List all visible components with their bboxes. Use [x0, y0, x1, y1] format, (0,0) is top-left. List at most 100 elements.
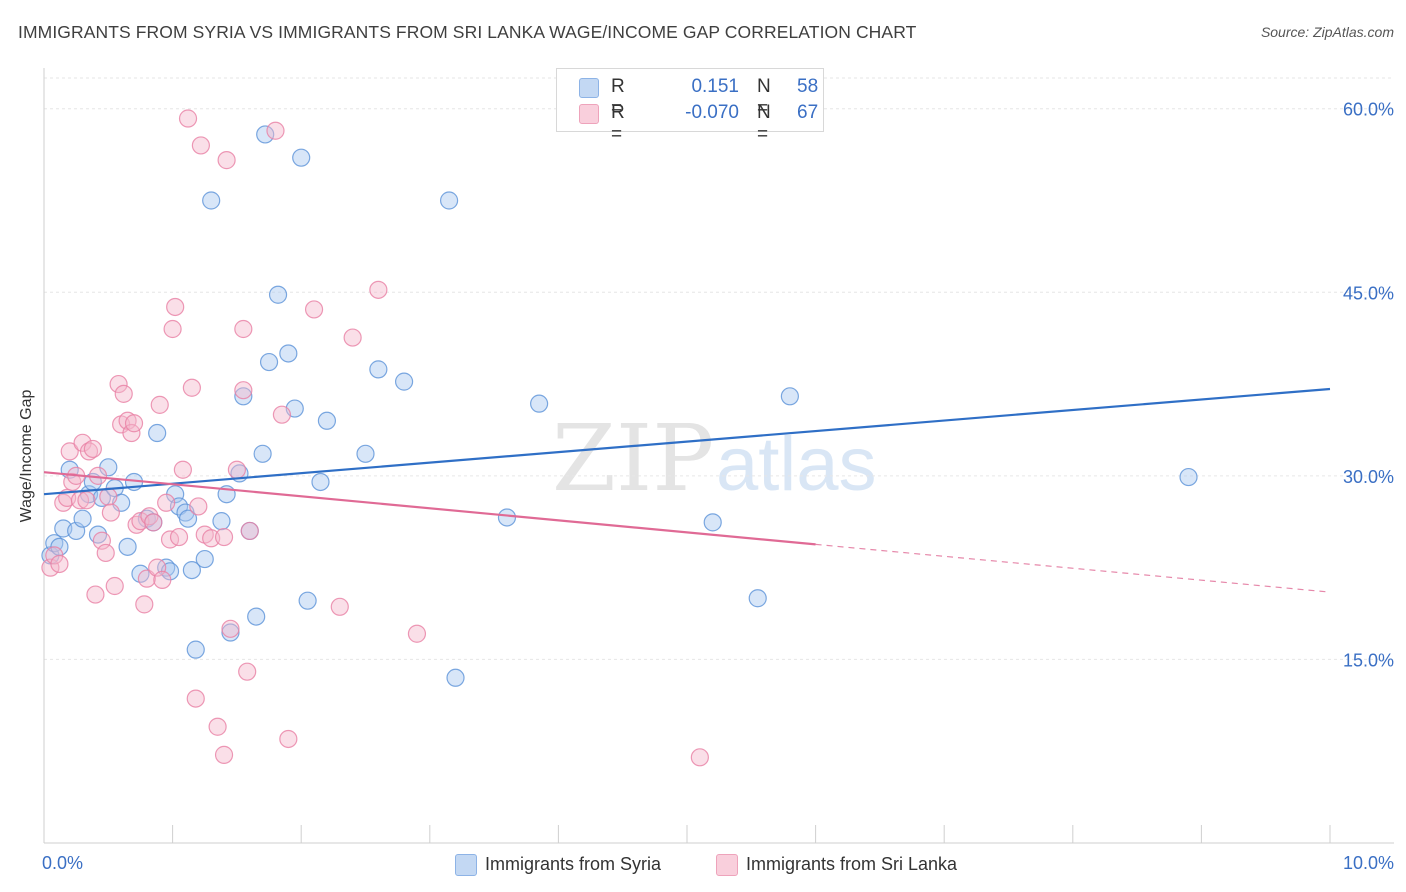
point-sri-lanka: [131, 512, 150, 531]
point-syria: [148, 423, 167, 443]
point-sri-lanka: [214, 527, 234, 547]
legend-swatch-sri-lanka: [716, 854, 738, 876]
point-syria: [703, 513, 722, 532]
point-sri-lanka: [266, 121, 285, 140]
point-syria: [1179, 467, 1198, 487]
point-syria: [748, 589, 767, 608]
point-sri-lanka: [86, 585, 105, 604]
point-syria: [234, 387, 253, 406]
point-sri-lanka: [690, 748, 709, 767]
point-syria: [497, 508, 517, 527]
point-syria: [259, 352, 279, 372]
point-sri-lanka: [109, 374, 128, 394]
point-sri-lanka: [45, 546, 64, 565]
watermark-atlas: atlas: [716, 422, 877, 507]
point-sri-lanka: [407, 624, 427, 643]
r-value: -0.070: [685, 102, 739, 123]
point-syria: [256, 125, 275, 144]
point-sri-lanka: [217, 151, 236, 170]
point-sri-lanka: [135, 595, 154, 614]
source-label: Source: ZipAtlas.com: [1260, 24, 1394, 40]
point-sri-lanka: [157, 493, 176, 512]
point-sri-lanka: [208, 717, 227, 736]
point-sri-lanka: [163, 319, 182, 339]
point-sri-lanka: [279, 729, 298, 749]
stats-box: R = 0.151 N = 58 R = -0.070 N = 67: [556, 68, 824, 145]
point-sri-lanka: [153, 570, 172, 589]
point-syria: [446, 668, 465, 687]
point-syria: [195, 549, 214, 569]
point-sri-lanka: [178, 109, 198, 128]
point-sri-lanka: [182, 378, 201, 397]
point-sri-lanka: [101, 503, 120, 522]
point-sri-lanka: [50, 554, 69, 574]
point-sri-lanka: [105, 576, 124, 596]
point-syria: [356, 444, 375, 463]
point-syria: [186, 640, 205, 659]
point-sri-lanka: [166, 297, 185, 317]
point-syria: [292, 148, 311, 167]
point-syria: [439, 191, 459, 210]
point-syria: [247, 607, 266, 626]
n-label: N =: [757, 76, 771, 119]
point-syria: [530, 394, 549, 413]
point-syria: [298, 591, 317, 610]
y-axis-label: Wage/Income Gap: [18, 389, 35, 523]
x-tick-label: 10.0%: [1343, 853, 1394, 873]
point-syria: [317, 411, 337, 430]
trend-line-syria: [43, 387, 1331, 496]
watermark-zip: ZIP: [552, 405, 714, 512]
trend-line-sri-lanka: [43, 471, 816, 546]
x-tick-label: 0.0%: [42, 853, 83, 873]
stats-swatch-sri-lanka: [579, 104, 599, 124]
point-syria: [73, 509, 92, 528]
point-sri-lanka: [221, 619, 240, 638]
trend-line-sri-lanka-extrapolated: [815, 543, 1331, 593]
r-label: R =: [611, 102, 625, 145]
y-tick-label: 60.0%: [1343, 100, 1394, 120]
point-syria: [311, 472, 330, 492]
point-sri-lanka: [96, 543, 115, 563]
point-syria: [279, 344, 298, 363]
point-sri-lanka: [238, 662, 257, 681]
point-syria: [253, 444, 272, 463]
legend-swatch-syria: [455, 854, 477, 876]
y-tick-label: 45.0%: [1343, 283, 1394, 303]
y-tick-label: 30.0%: [1343, 467, 1394, 487]
point-sri-lanka: [234, 319, 253, 339]
point-syria: [369, 360, 388, 379]
point-sri-lanka: [144, 513, 163, 532]
point-sri-lanka: [150, 395, 169, 414]
n-value: 67: [797, 102, 819, 123]
legend-label: Immigrants from Syria: [485, 854, 662, 874]
point-syria: [182, 560, 201, 580]
point-sri-lanka: [114, 384, 133, 403]
point-sri-lanka: [369, 280, 388, 299]
point-sri-lanka: [60, 442, 79, 461]
point-syria: [178, 509, 198, 528]
point-sri-lanka: [186, 689, 205, 708]
point-syria: [394, 372, 414, 391]
legend-label: Immigrants from Sri Lanka: [746, 854, 958, 874]
n-label: N =: [757, 102, 771, 145]
point-sri-lanka: [330, 597, 349, 616]
point-sri-lanka: [304, 300, 324, 319]
y-tick-label: 15.0%: [1343, 650, 1394, 670]
point-sri-lanka: [191, 136, 210, 155]
point-sri-lanka: [99, 487, 118, 506]
point-sri-lanka: [77, 491, 96, 510]
r-value: 0.151: [691, 76, 739, 97]
point-sri-lanka: [202, 529, 221, 548]
point-syria: [780, 387, 799, 406]
n-value: 58: [797, 76, 819, 97]
point-sri-lanka: [343, 328, 362, 347]
point-sri-lanka: [189, 497, 208, 516]
point-sri-lanka: [173, 460, 192, 479]
point-syria: [268, 285, 288, 304]
point-syria: [118, 537, 137, 556]
r-label: R =: [611, 76, 625, 119]
point-sri-lanka: [234, 381, 253, 400]
point-sri-lanka: [272, 405, 292, 424]
point-sri-lanka: [169, 527, 189, 547]
